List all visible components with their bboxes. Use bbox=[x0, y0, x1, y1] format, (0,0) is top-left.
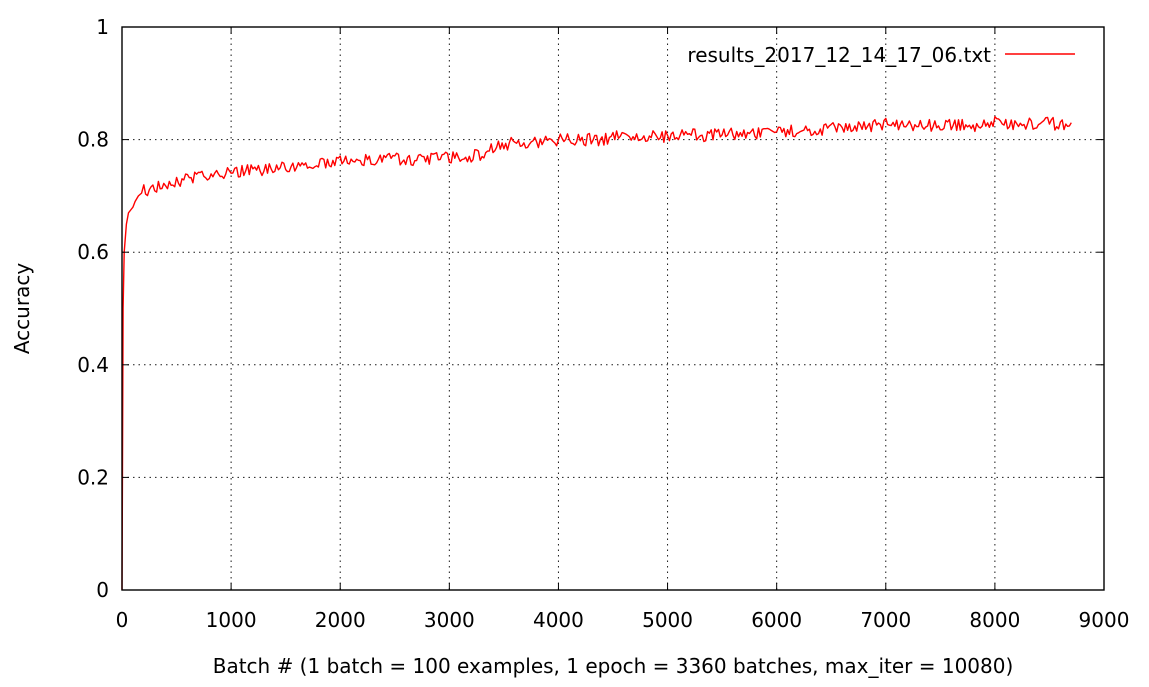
x-tick-label: 7000 bbox=[860, 608, 911, 632]
y-tick-label: 0.6 bbox=[77, 240, 109, 264]
y-axis-tick-labels: 0 0.2 0.4 0.6 0.8 1 bbox=[77, 15, 109, 602]
plot-frame bbox=[121, 26, 1105, 591]
y-tick-label: 0.4 bbox=[77, 353, 109, 377]
x-tick-label: 9000 bbox=[1079, 608, 1130, 632]
x-tick-label: 2000 bbox=[315, 608, 366, 632]
x-tick-label: 3000 bbox=[424, 608, 475, 632]
y-tick-label: 0.8 bbox=[77, 128, 109, 152]
x-tick-label: 8000 bbox=[969, 608, 1020, 632]
x-tick-label: 5000 bbox=[642, 608, 693, 632]
grid-lines bbox=[122, 27, 1104, 590]
x-tick-label: 4000 bbox=[533, 608, 584, 632]
y-tick-label: 0.2 bbox=[77, 465, 109, 489]
y-axis-title: Accuracy bbox=[10, 263, 34, 354]
y-tick-label: 1 bbox=[96, 15, 109, 39]
x-axis-title: Batch # (1 batch = 100 examples, 1 epoch… bbox=[213, 654, 1014, 678]
legend: results_2017_12_14_17_06.txt bbox=[687, 43, 1075, 67]
legend-entry-label: results_2017_12_14_17_06.txt bbox=[687, 43, 991, 67]
axis-ticks bbox=[121, 26, 1105, 591]
y-tick-label: 0 bbox=[96, 578, 109, 602]
series-layer bbox=[121, 115, 1072, 591]
x-tick-label: 0 bbox=[116, 608, 129, 632]
x-axis-tick-labels: 0 1000 2000 3000 4000 5000 6000 7000 8000 9000 bbox=[116, 608, 1130, 632]
x-tick-label: 1000 bbox=[206, 608, 257, 632]
x-tick-label: 6000 bbox=[751, 608, 802, 632]
series-line bbox=[121, 115, 1072, 591]
